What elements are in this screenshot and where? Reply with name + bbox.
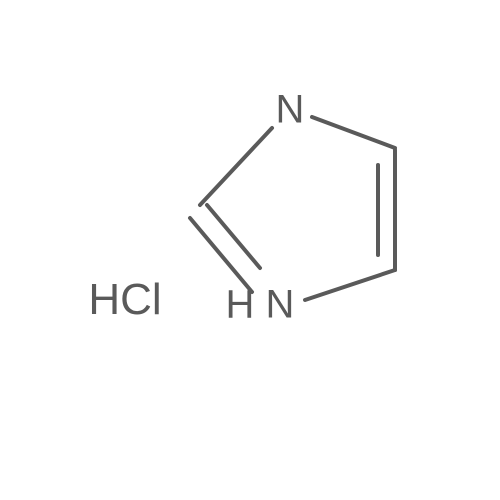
hcl-salt-label: HCl	[88, 275, 161, 325]
nitrogen-2-label: N	[266, 283, 295, 328]
bonds-layer	[0, 0, 500, 500]
nitrogen-2-h-label: H	[226, 283, 255, 328]
bond-line	[200, 128, 272, 205]
bond-line	[305, 270, 395, 300]
bond-line	[312, 117, 395, 148]
bond-line	[207, 205, 260, 268]
nitrogen-1-label: N	[276, 88, 305, 133]
bond-line	[190, 218, 252, 292]
chemical-structure-diagram: N H N HCl	[0, 0, 500, 500]
